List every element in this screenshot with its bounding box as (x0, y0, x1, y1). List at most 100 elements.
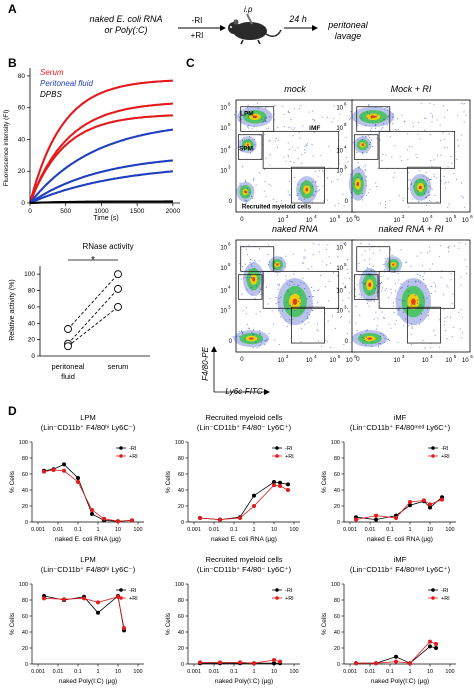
chart-ytick-label: 20 (334, 646, 340, 652)
gate-spm (353, 274, 379, 300)
flow-event-dot (311, 309, 314, 312)
flow-event-dot (389, 135, 391, 137)
flow-event-dot (311, 181, 313, 183)
flow-event-dot (255, 313, 257, 315)
flow-event-dot (296, 194, 298, 197)
flow-event-dot (407, 179, 409, 181)
flow-xtick-exp: 3 (402, 214, 405, 219)
chart-point (408, 500, 412, 504)
flow-event-dot (272, 323, 275, 325)
flow-event-dot (298, 198, 301, 200)
flow-event-dot (368, 143, 371, 146)
flow-event-dot (298, 190, 300, 192)
chart-ytick-label: 80 (178, 598, 184, 604)
chart-legend-label: +RI (129, 596, 138, 602)
flow-xtick-exp: 6 (470, 354, 473, 359)
flow-event-dot (422, 189, 424, 191)
chart-xtick-label: 0.1 (386, 527, 394, 533)
flow-event-dot (304, 256, 307, 258)
flow-event-dot (380, 332, 382, 334)
chart-xtick-label: 1 (408, 527, 411, 533)
flow-event-dot (277, 126, 279, 129)
flow-event-dot (413, 186, 415, 188)
flow-event-dot (253, 126, 255, 128)
flow-event-dot (314, 181, 317, 183)
flow-event-dot (309, 295, 311, 298)
panel-a-left-line2: or Poly(:C) (104, 25, 147, 35)
flow-event-dot (339, 113, 341, 115)
flow-event-dot (245, 248, 247, 250)
flow-event-dot (375, 328, 377, 330)
kinetics-ylabel: Fluorescence intensity (FI) (3, 110, 10, 187)
flow-event-dot (284, 319, 287, 321)
flow-event-dot (311, 201, 313, 203)
chart-point (116, 519, 120, 524)
chart-legend-label: -RI (441, 588, 449, 594)
flow-event-dot (300, 341, 302, 343)
flow-event-dot (288, 127, 290, 129)
flow-event-dot (446, 338, 448, 340)
kinetics-series-line-1 (29, 102, 173, 204)
flow-event-dot (416, 157, 418, 159)
syringe-icon (246, 13, 255, 29)
flow-event-dot (337, 178, 339, 181)
flow-ytick-label: 10 (336, 126, 343, 132)
flow-event-dot (244, 179, 246, 182)
flow-event-dot (383, 118, 385, 120)
flow-event-dot (240, 278, 242, 280)
flow-event-dot (448, 247, 450, 249)
flow-event-dot (448, 203, 450, 205)
flow-event-dot (349, 173, 352, 176)
flow-event-dot (250, 264, 252, 266)
flow-event-dot (384, 258, 387, 260)
flow-event-dot (420, 102, 422, 104)
kinetics-series-line-3 (29, 128, 174, 204)
flow-event-dot (416, 255, 418, 257)
flow-event-dot (353, 183, 355, 185)
flow-event-dot (391, 254, 393, 257)
flow-event-dot (317, 289, 319, 292)
chart-ytick-label: 80 (22, 456, 28, 462)
flow-event-dot (431, 121, 433, 123)
flow-event-dot (357, 138, 359, 141)
chart-ylabel: % Cells (321, 470, 328, 493)
chart-ylabel: % Cells (9, 470, 16, 493)
flow-event-dot (422, 296, 424, 298)
flow-event-dot (247, 104, 249, 106)
flow-event-dot (274, 339, 276, 341)
flow-event-dot (265, 339, 268, 341)
flow-event-dot (436, 154, 439, 156)
flow-event-dot (419, 138, 421, 140)
flow-event-dot (334, 205, 336, 207)
flow-event-dot (459, 328, 461, 330)
chart-point (278, 480, 283, 485)
flow-event-dot (293, 161, 295, 164)
flow-event-dot (394, 128, 396, 131)
flow-event-dot (424, 347, 426, 349)
flow-event-dot (375, 285, 378, 287)
flow-event-dot (252, 329, 255, 331)
flow-event-dot (422, 179, 424, 181)
flow-event-dot (429, 179, 431, 181)
flow-event-dot (293, 283, 295, 285)
flow-event-dot (322, 200, 325, 202)
flow-event-dot (316, 301, 319, 303)
flow-event-dot (315, 180, 317, 182)
flow-density-peak (370, 115, 377, 119)
flow-event-dot (433, 103, 435, 106)
flow-event-dot (283, 156, 285, 158)
chart-legend-marker (275, 446, 279, 450)
flow-event-dot (277, 206, 279, 208)
flow-event-dot (288, 193, 290, 196)
flow-event-dot (418, 201, 420, 203)
chart-title-line1: LPM (80, 413, 95, 422)
flow-event-dot (431, 165, 433, 167)
flow-event-dot (444, 187, 447, 189)
chart-point (394, 659, 399, 664)
flow-event-dot (248, 244, 250, 246)
flow-event-dot (252, 332, 255, 335)
flow-event-dot (300, 327, 302, 330)
chart-legend-label: +RI (285, 454, 294, 460)
flow-event-dot (330, 347, 332, 349)
